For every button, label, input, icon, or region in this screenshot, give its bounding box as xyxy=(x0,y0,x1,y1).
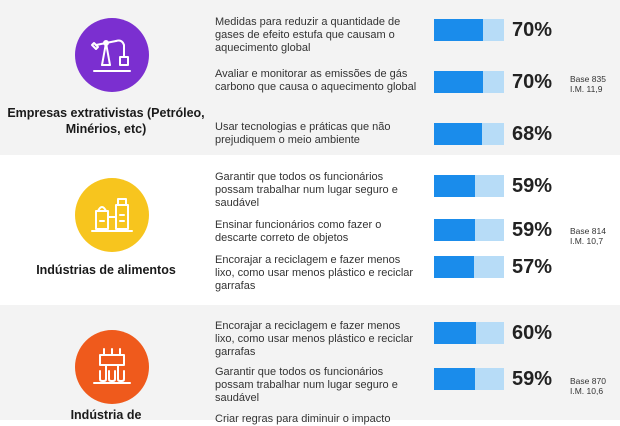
bar-track xyxy=(434,175,504,197)
bar-track xyxy=(434,256,504,278)
bar xyxy=(434,219,475,241)
row-label: Garantir que todos os funcionários possa… xyxy=(215,171,398,209)
data-label: 60% xyxy=(512,322,553,344)
bar-track xyxy=(434,322,504,344)
data-label: 57% xyxy=(512,256,553,278)
row-label: Garantir que todos os funcionários possa… xyxy=(215,366,398,404)
bar-track xyxy=(434,219,504,241)
bar-track xyxy=(434,19,504,41)
bar xyxy=(434,19,483,41)
im-value: I.M. 10,7 xyxy=(570,236,604,246)
section-title-food: Indústrias de alimentos xyxy=(36,263,176,277)
oil-pump-icon xyxy=(75,18,149,92)
data-label: 70% xyxy=(512,19,553,41)
base-note: Base 870 I.M. 10,6 xyxy=(570,376,606,396)
factory-bottles-icon xyxy=(75,330,149,404)
section-title-industry: Indústria de xyxy=(70,408,142,422)
row-label: Avaliar e monitorar as emissões de gás c… xyxy=(215,68,417,93)
base-count: Base 870 xyxy=(570,376,606,386)
bar xyxy=(434,322,476,344)
data-label: 59% xyxy=(512,175,553,197)
row-label: Usar tecnologias e práticas que não prej… xyxy=(215,121,391,146)
section-title-extractive: Empresas extrativistas (Petróleo, Minéri… xyxy=(7,106,205,136)
row-label: Medidas para reduzir a quantidade de gas… xyxy=(215,16,401,54)
bar xyxy=(434,256,474,278)
bar xyxy=(434,123,482,145)
data-label: 59% xyxy=(512,219,553,241)
base-count: Base 814 xyxy=(570,226,606,236)
base-note: Base 814 I.M. 10,7 xyxy=(570,226,606,246)
bar-track xyxy=(434,368,504,390)
food-factory-icon xyxy=(75,178,149,252)
data-label: 59% xyxy=(512,368,553,390)
data-label: 70% xyxy=(512,71,553,93)
row-label: Encorajar a reciclagem e fazer menos lix… xyxy=(215,320,414,358)
bar-track xyxy=(434,71,504,93)
bar-track xyxy=(434,123,504,145)
bar xyxy=(434,368,475,390)
base-count: Base 835 xyxy=(570,74,606,84)
row-label: Encorajar a reciclagem e fazer menos lix… xyxy=(215,254,414,292)
base-note: Base 835 I.M. 11,9 xyxy=(570,74,606,94)
bar xyxy=(434,71,483,93)
im-value: I.M. 11,9 xyxy=(570,84,603,94)
row-label: Ensinar funcionários como fazer o descar… xyxy=(215,219,382,244)
data-label: 68% xyxy=(512,123,553,145)
bar xyxy=(434,175,475,197)
im-value: I.M. 10,6 xyxy=(570,386,604,396)
